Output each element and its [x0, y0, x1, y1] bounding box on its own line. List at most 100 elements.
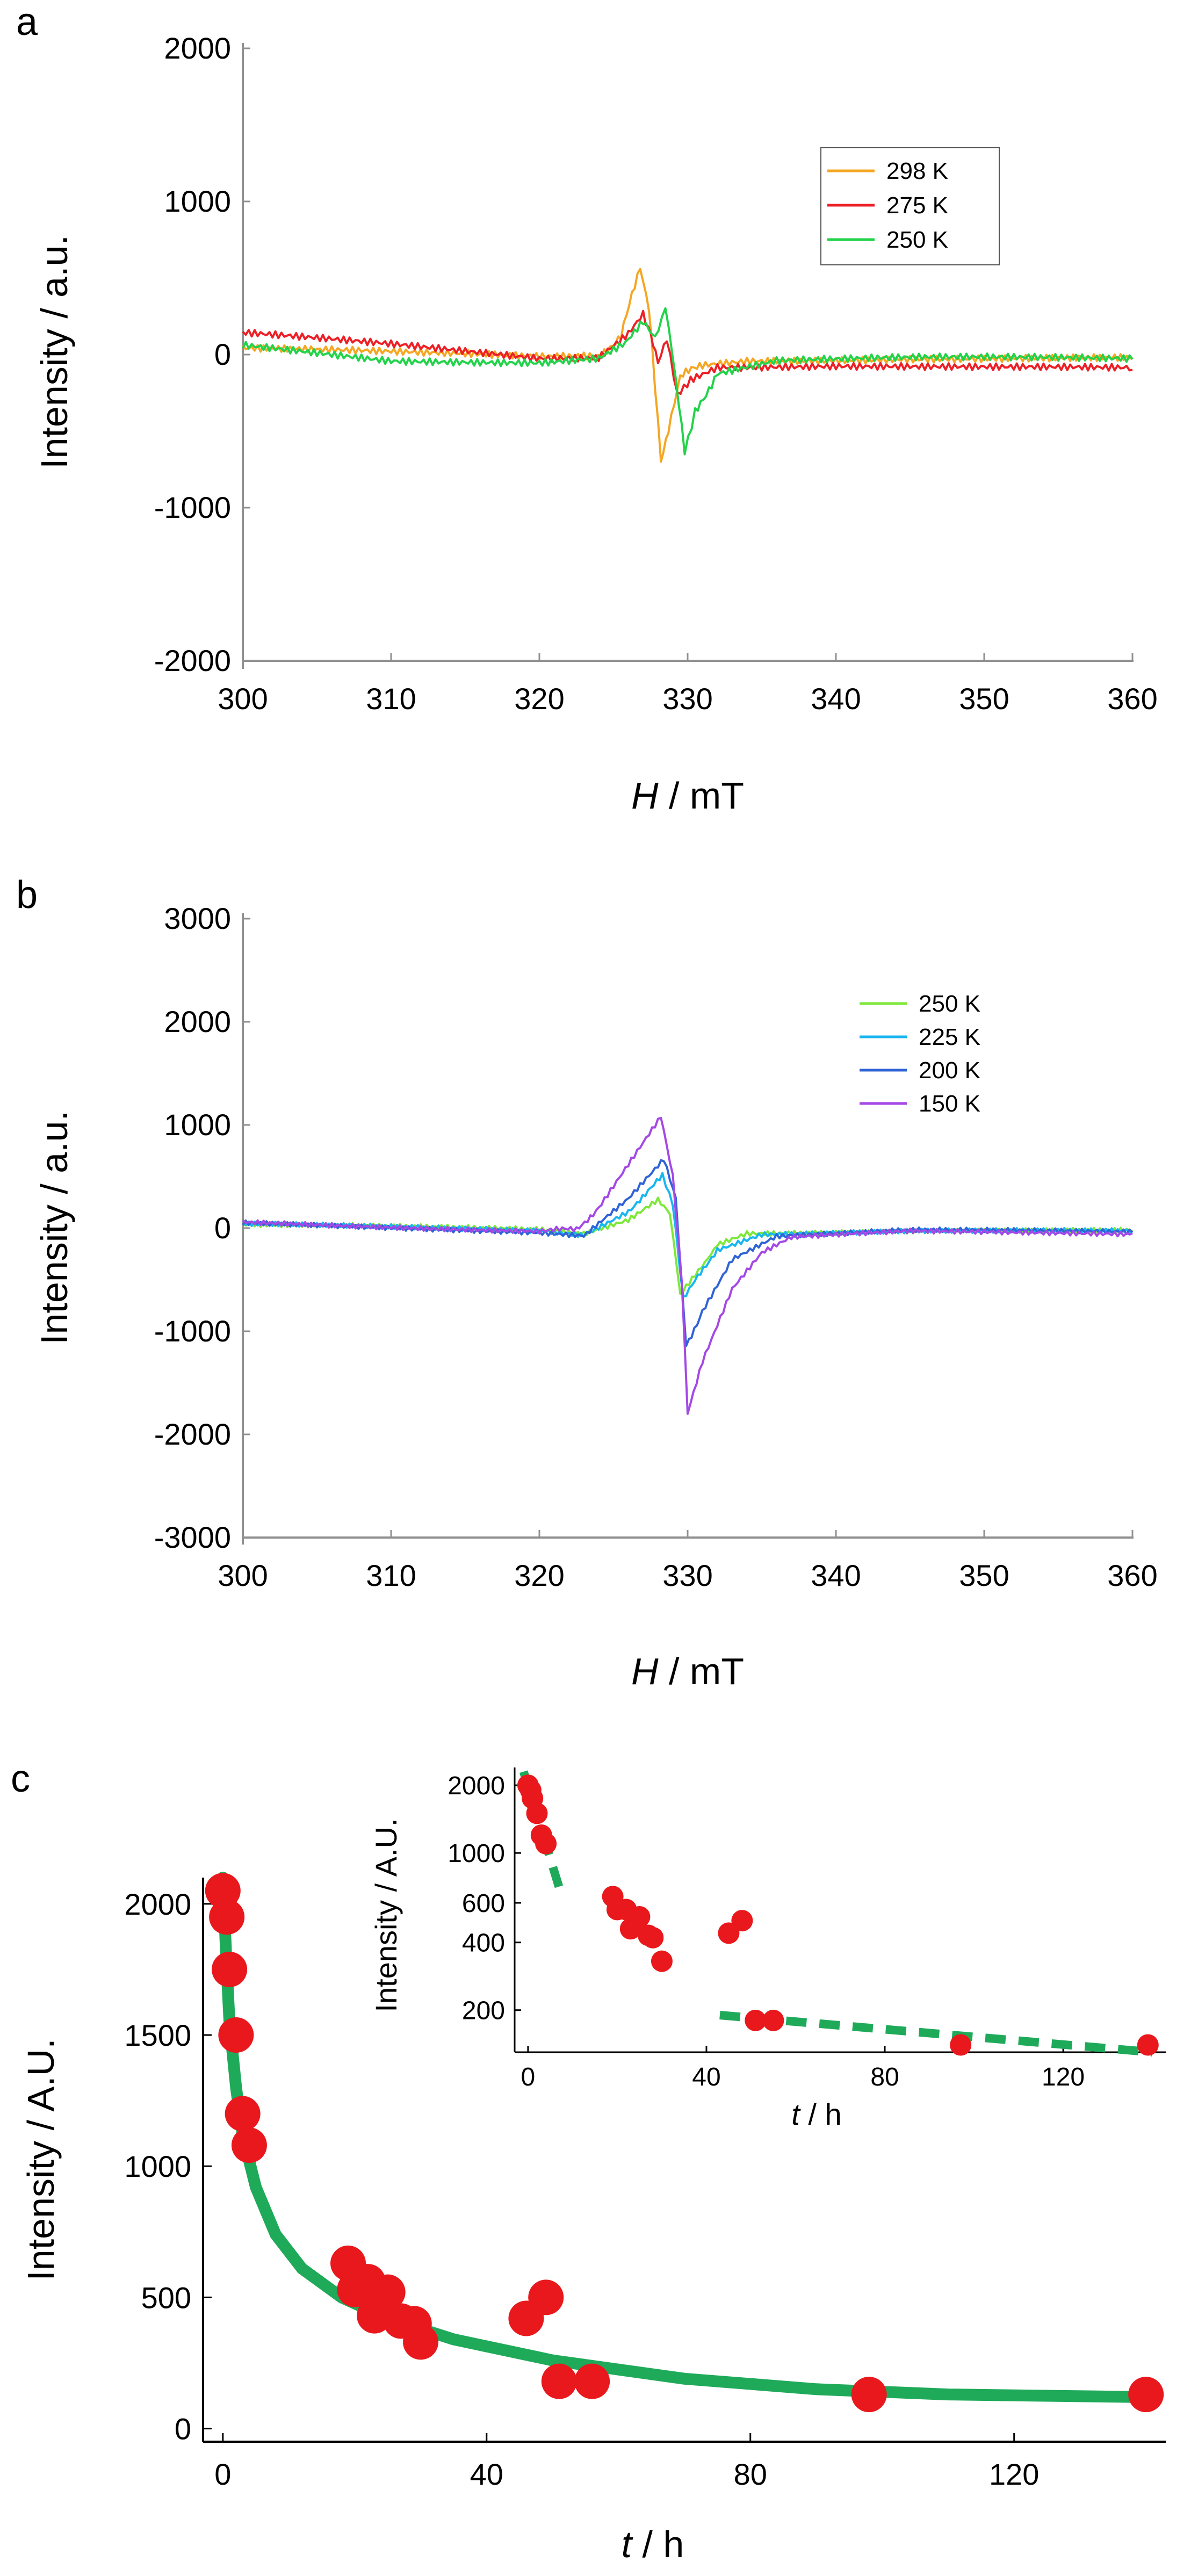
panel-a-series	[242, 268, 1134, 463]
data-point	[212, 1951, 248, 1987]
data-point	[528, 2279, 564, 2315]
legend-label: 150 K	[919, 1091, 980, 1117]
panel-c-y-label: Intensity / A.U.	[20, 2038, 62, 2281]
inset-x-label: t / h	[791, 2097, 841, 2131]
x-tick-label: 320	[514, 1558, 564, 1592]
panel-c-inset: 0 40 80 120 200 400 600 1000 2000 Intensity / A…	[369, 1767, 1166, 2131]
panel-a-legend-items: 298 K 275 K 250 K	[827, 158, 948, 253]
panel-c-label: c	[11, 1757, 30, 1800]
inset-y-tick-label: 200	[462, 1997, 505, 2025]
x-tick-label: 320	[514, 682, 564, 716]
y-tick-label: 0	[214, 1211, 231, 1245]
y-tick-label: -1000	[154, 490, 231, 524]
fit-curve	[216, 1872, 1152, 2403]
inset-data-point	[651, 1950, 673, 1972]
x-tick-label: 340	[811, 682, 861, 716]
data-point	[370, 2274, 406, 2310]
x-tick-label: 360	[1107, 682, 1157, 716]
series-line	[242, 309, 1133, 395]
inset-x-label-var: t	[791, 2097, 801, 2131]
panel-b-x-label-var: H	[631, 1650, 659, 1692]
panel-b: b 300 310 320 330 340 350 360 -3000 -2000 -1000 0…	[16, 874, 1158, 1692]
x-tick-label: 300	[218, 1558, 268, 1592]
legend-label: 250 K	[919, 991, 980, 1017]
x-tick-label: 120	[989, 2457, 1039, 2491]
panel-c-x-label-unit: / h	[632, 2523, 684, 2565]
panel-b-legend-box	[853, 987, 1031, 1138]
panel-b-legend: 250 K 225 K 200 K 150 K	[853, 987, 1031, 1138]
panel-c-axes	[202, 1878, 1166, 2443]
y-tick-label: 3000	[164, 901, 231, 935]
series-line	[242, 268, 1133, 463]
data-point	[851, 2377, 887, 2413]
series-line	[242, 1117, 1133, 1415]
data-point	[541, 2363, 577, 2399]
panel-a-y-label: Intensity / a.u.	[33, 235, 75, 469]
y-tick-label: -1000	[154, 1314, 231, 1348]
panel-a-x-label-unit: / mT	[659, 775, 744, 817]
panel-b-series	[242, 1117, 1134, 1415]
panel-a-legend: 298 K 275 K 250 K	[820, 147, 1000, 265]
inset-fit-line	[719, 2011, 1153, 2057]
x-tick-label: 330	[662, 682, 712, 716]
x-tick-label: 340	[811, 1558, 861, 1592]
inset-x-tick-label: 120	[1042, 2063, 1085, 2091]
panel-a-x-label-var: H	[631, 775, 659, 817]
inset-x-tick-label: 80	[870, 2063, 899, 2091]
panel-b-label: b	[16, 874, 38, 917]
panel-a-x-label: H / mT	[631, 775, 744, 817]
data-point	[218, 2017, 254, 2053]
panel-b-x-label-unit: / mT	[659, 1650, 744, 1692]
x-tick-label: 350	[959, 1558, 1009, 1592]
y-tick-label: -2000	[154, 644, 231, 677]
x-tick-label: 80	[734, 2457, 767, 2491]
panel-b-x-ticks: 300 310 320 330 340 350 360	[218, 1530, 1158, 1592]
y-tick-label: -3000	[154, 1520, 231, 1554]
y-tick-label: 1000	[164, 1108, 231, 1142]
panel-a: a 300 310 320 330 340 350 360 -2000 -1000 0 1000 2…	[16, 1, 1158, 817]
legend-label: 298 K	[886, 158, 948, 184]
data-point	[231, 2127, 267, 2163]
series-line	[242, 1172, 1133, 1298]
panel-c-points	[205, 1873, 1164, 2413]
data-point	[403, 2324, 439, 2360]
panel-b-legend-items: 250 K 225 K 200 K 150 K	[860, 991, 980, 1117]
panel-c-fit	[216, 1872, 1152, 2403]
inset-y-tick-label: 600	[462, 1889, 505, 1918]
series-line	[242, 1196, 1133, 1295]
y-tick-label: 2000	[124, 1887, 191, 1921]
inset-data-point	[535, 1832, 557, 1855]
y-tick-label: 1000	[124, 2149, 191, 2183]
x-tick-label: 40	[470, 2457, 503, 2491]
legend-label: 275 K	[886, 192, 948, 219]
x-tick-label: 350	[959, 682, 1009, 716]
x-tick-label: 300	[218, 682, 268, 716]
x-tick-label: 330	[662, 1558, 712, 1592]
inset-y-tick-label: 400	[462, 1929, 505, 1958]
inset-data-point	[950, 2034, 972, 2056]
y-tick-label: 2000	[164, 31, 231, 65]
y-tick-label: 1000	[164, 184, 231, 218]
panel-a-label: a	[16, 1, 38, 44]
series-line	[242, 1159, 1134, 1347]
x-tick-label: 360	[1107, 1558, 1157, 1592]
y-tick-label: 500	[141, 2281, 191, 2314]
inset-y-ticks: 200 400 600 1000 2000	[448, 1772, 521, 2025]
x-tick-label: 310	[366, 1558, 416, 1592]
panel-a-x-ticks: 300 310 320 330 340 350 360	[218, 653, 1158, 716]
data-point	[574, 2363, 610, 2399]
inset-x-tick-label: 40	[692, 2063, 720, 2091]
inset-data-point	[762, 2009, 784, 2031]
inset-data-point	[629, 1906, 651, 1928]
panel-c-x-label: t / h	[622, 2523, 684, 2565]
inset-y-label: Intensity / A.U.	[369, 1818, 403, 2012]
panel-b-x-label: H / mT	[631, 1650, 744, 1692]
inset-data-point	[731, 1910, 753, 1932]
inset-data-point	[745, 2009, 767, 2031]
inset-data-point	[642, 1926, 664, 1949]
data-point	[225, 2096, 261, 2132]
data-point	[209, 1899, 245, 1935]
inset-y-tick-label: 2000	[448, 1772, 505, 1800]
